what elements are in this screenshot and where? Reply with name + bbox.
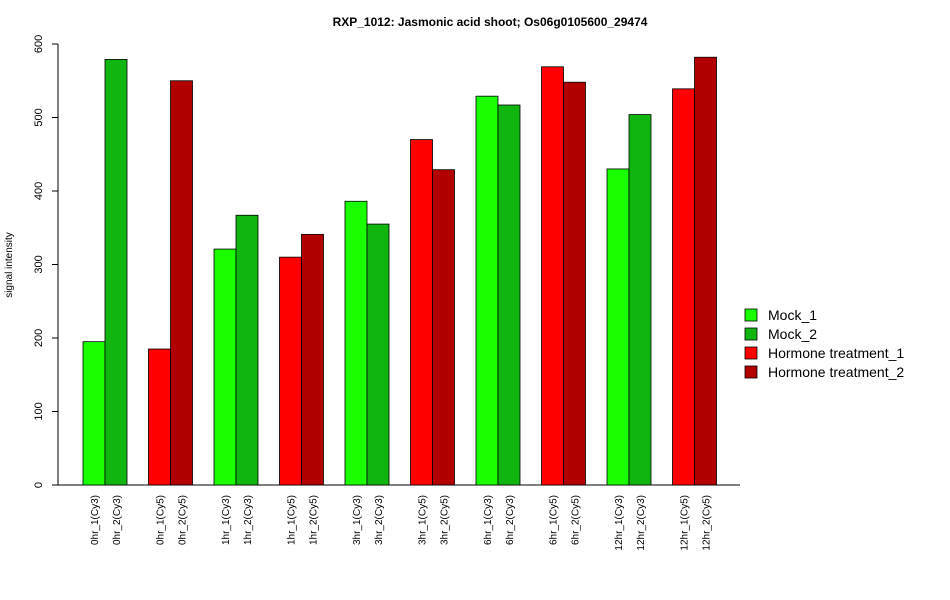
bar <box>344 200 368 486</box>
x-tick-label: 3hr_1(Cy5) <box>418 495 429 545</box>
x-tick-label: 1hr_2(Cy5) <box>309 495 320 545</box>
y-tick-label: 0 <box>33 482 45 488</box>
x-tick-label: 0hr_1(Cy3) <box>90 495 101 545</box>
bar <box>475 95 499 486</box>
x-tick-label: 1hr_1(Cy3) <box>221 495 232 545</box>
x-tick-label: 3hr_2(Cy3) <box>374 495 385 545</box>
y-tick-label: 200 <box>33 329 45 347</box>
bar <box>672 88 695 486</box>
bar <box>410 139 433 486</box>
bar <box>82 341 106 486</box>
x-tick-label: 12hr_1(Cy5) <box>680 495 691 551</box>
y-axis-label: signal intensity <box>4 232 15 298</box>
y-axis: 0 100 200 300 400 500 600 <box>33 35 59 488</box>
bar <box>628 114 652 486</box>
bar <box>563 81 586 486</box>
bar <box>148 348 171 486</box>
chart-title: RXP_1012: Jasmonic acid shoot; Os06g0105… <box>333 15 648 29</box>
legend-label: Mock_2 <box>768 326 817 342</box>
bar <box>104 59 128 486</box>
x-tick-label: 12hr_2(Cy5) <box>702 495 713 551</box>
y-tick-label: 500 <box>33 108 45 126</box>
x-tick-label: 6hr_2(Cy3) <box>505 495 516 545</box>
bar <box>497 104 521 486</box>
legend-label: Hormone treatment_2 <box>768 364 904 380</box>
x-tick-label: 3hr_1(Cy3) <box>352 495 363 545</box>
bar <box>366 223 390 486</box>
y-tick-label: 400 <box>33 182 45 200</box>
bar <box>170 80 193 486</box>
y-tick-label: 100 <box>33 402 45 420</box>
legend: Mock_1 Mock_2 Hormone treatment_1 Hormone t… <box>744 307 904 380</box>
x-tick-label: 1hr_2(Cy3) <box>243 495 254 545</box>
x-tick-label: 6hr_1(Cy5) <box>549 495 560 545</box>
legend-swatch <box>744 308 758 322</box>
x-tick-label: 6hr_2(Cy5) <box>571 495 582 545</box>
y-tick-label: 600 <box>33 35 45 53</box>
bar <box>606 168 630 486</box>
legend-label: Hormone treatment_1 <box>768 345 904 361</box>
bars <box>82 56 717 486</box>
x-tick-label: 0hr_1(Cy5) <box>156 495 167 545</box>
bar <box>279 256 302 486</box>
x-tick-label: 3hr_2(Cy5) <box>440 495 451 545</box>
legend-swatch <box>744 327 758 341</box>
bar <box>694 56 717 486</box>
legend-swatch <box>744 365 758 379</box>
x-tick-label: 6hr_1(Cy3) <box>483 495 494 545</box>
legend-swatch <box>744 346 758 360</box>
bar <box>235 214 259 486</box>
x-tick-label: 12hr_1(Cy3) <box>614 495 625 551</box>
legend-label: Mock_1 <box>768 307 817 323</box>
bar <box>432 169 455 486</box>
x-tick-label: 0hr_2(Cy5) <box>178 495 189 545</box>
x-axis-labels: 0hr_1(Cy3) 0hr_2(Cy3) 0hr_1(Cy5) 0hr_2(Cy5)… <box>90 495 713 551</box>
x-tick-label: 12hr_2(Cy3) <box>636 495 647 551</box>
bar <box>213 248 237 486</box>
y-tick-label: 300 <box>33 255 45 273</box>
x-tick-label: 1hr_1(Cy5) <box>287 495 298 545</box>
x-tick-label: 0hr_2(Cy3) <box>112 495 123 545</box>
bar <box>541 66 564 486</box>
bar <box>301 233 324 486</box>
